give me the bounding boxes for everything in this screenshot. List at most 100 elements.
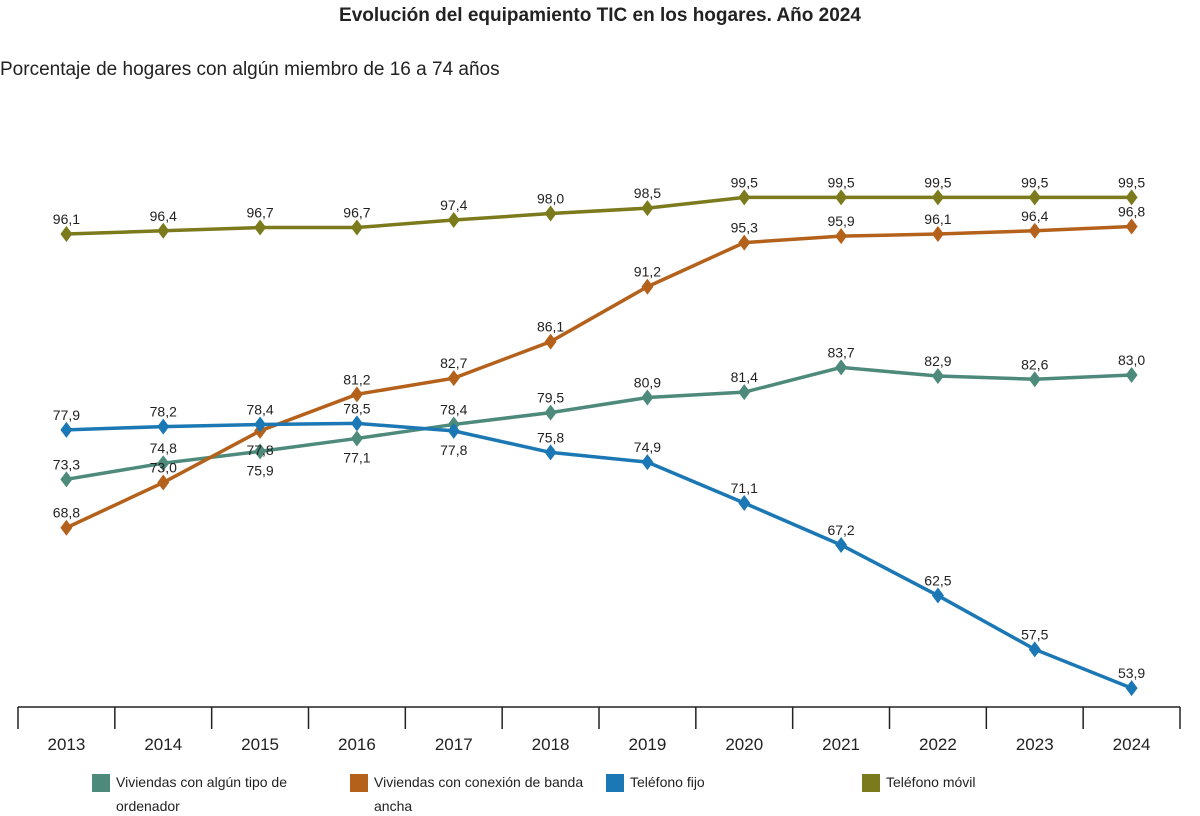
data-label: 77,8	[440, 442, 467, 458]
data-label: 99,5	[1118, 174, 1145, 190]
x-tick-label: 2019	[629, 735, 667, 754]
data-point	[931, 587, 944, 604]
series-line	[66, 195, 1132, 236]
data-label: 99,5	[924, 174, 951, 190]
data-point	[835, 359, 848, 376]
series-line	[65, 224, 1132, 530]
data-point	[641, 454, 654, 471]
x-tick-label: 2014	[144, 735, 182, 754]
data-label: 99,5	[1021, 174, 1048, 190]
data-label: 83,0	[1118, 352, 1145, 368]
legend-swatch	[606, 774, 624, 792]
data-point	[738, 189, 751, 206]
data-label: 91,2	[634, 264, 661, 280]
data-label: 96,4	[1021, 208, 1048, 224]
legend-item-telefono-movil[interactable]: Teléfono móvil	[862, 770, 1062, 794]
data-point	[835, 228, 848, 245]
data-point	[157, 455, 170, 472]
data-label: 77,1	[343, 449, 370, 465]
data-point	[447, 212, 460, 229]
x-tick-label: 2017	[435, 735, 473, 754]
data-point	[1028, 371, 1041, 388]
data-label: 78,4	[246, 401, 273, 417]
data-label: 68,8	[53, 505, 80, 521]
legend-label: Teléfono móvil	[886, 774, 976, 790]
data-point	[1028, 189, 1041, 206]
x-tick-label: 2013	[48, 735, 86, 754]
data-point	[544, 205, 557, 222]
data-point	[738, 495, 751, 511]
legend-swatch	[92, 774, 110, 792]
legend-label: Viviendas con conexión de banda ancha	[374, 774, 584, 814]
chart-subtitle: Porcentaje de hogares con algún miembro …	[0, 59, 500, 80]
data-label: 53,9	[1118, 665, 1145, 681]
data-label: 75,9	[246, 462, 273, 478]
data-label: 73,3	[53, 456, 80, 472]
data-label: 81,2	[343, 371, 370, 387]
data-point	[447, 422, 460, 439]
data-label: 75,8	[537, 429, 564, 445]
data-point	[738, 384, 751, 401]
data-label: 74,9	[634, 439, 661, 455]
data-label: 77,9	[53, 407, 80, 423]
data-label: 96,8	[1118, 203, 1145, 219]
series-line	[66, 421, 1133, 690]
data-point	[641, 278, 654, 295]
legend-item-telefono-fijo[interactable]: Teléfono fijo	[606, 770, 806, 794]
data-label: 86,1	[537, 319, 564, 335]
x-tick-label: 2021	[822, 735, 860, 754]
data-label: 73,0	[150, 460, 177, 476]
data-point	[157, 418, 170, 435]
data-point	[60, 471, 73, 488]
data-label: 81,4	[731, 369, 758, 385]
data-point	[1028, 222, 1041, 239]
data-label: 78,5	[343, 400, 370, 416]
data-label: 96,1	[53, 211, 80, 227]
legend-item-ordenador[interactable]: Viviendas con algún tipo de ordenador	[92, 770, 342, 816]
data-label: 82,6	[1021, 356, 1048, 372]
data-point	[60, 226, 73, 242]
data-label: 95,3	[731, 220, 758, 236]
data-point	[254, 443, 267, 460]
data-point	[60, 519, 73, 536]
data-point	[254, 219, 267, 236]
legend-item-banda-ancha[interactable]: Viviendas con conexión de banda ancha	[350, 770, 590, 816]
x-tick-label: 2020	[725, 735, 763, 754]
data-point	[447, 370, 460, 387]
series-line	[66, 365, 1132, 482]
x-tick-label: 2024	[1113, 735, 1151, 754]
data-point	[1125, 366, 1138, 383]
x-tick-label: 2016	[338, 735, 376, 754]
data-point	[60, 421, 73, 438]
data-label: 99,5	[827, 174, 854, 190]
data-point	[350, 386, 363, 403]
data-point	[350, 219, 363, 236]
data-label: 82,7	[440, 355, 467, 371]
data-point	[738, 234, 751, 251]
x-tick-label: 2015	[241, 735, 279, 754]
data-label: 62,5	[924, 573, 951, 589]
data-point	[641, 389, 654, 406]
data-label: 71,1	[731, 480, 758, 496]
data-point	[544, 333, 557, 350]
data-label: 78,4	[440, 401, 467, 417]
data-label: 96,7	[246, 205, 273, 221]
data-point	[835, 189, 848, 206]
data-point	[544, 404, 557, 421]
legend-swatch	[350, 774, 368, 792]
data-label: 83,7	[827, 344, 854, 360]
data-label: 74,8	[150, 440, 177, 456]
data-label: 99,5	[731, 174, 758, 190]
data-point	[157, 474, 170, 491]
data-label: 96,4	[150, 208, 177, 224]
data-label: 82,9	[924, 353, 951, 369]
data-point	[835, 536, 848, 553]
data-label: 78,2	[150, 404, 177, 420]
data-label: 67,2	[827, 522, 854, 538]
data-label: 96,1	[924, 211, 951, 227]
data-label: 79,5	[537, 390, 564, 406]
legend-label: Viviendas con algún tipo de ordenador	[116, 774, 287, 814]
data-label: 80,9	[634, 375, 661, 391]
